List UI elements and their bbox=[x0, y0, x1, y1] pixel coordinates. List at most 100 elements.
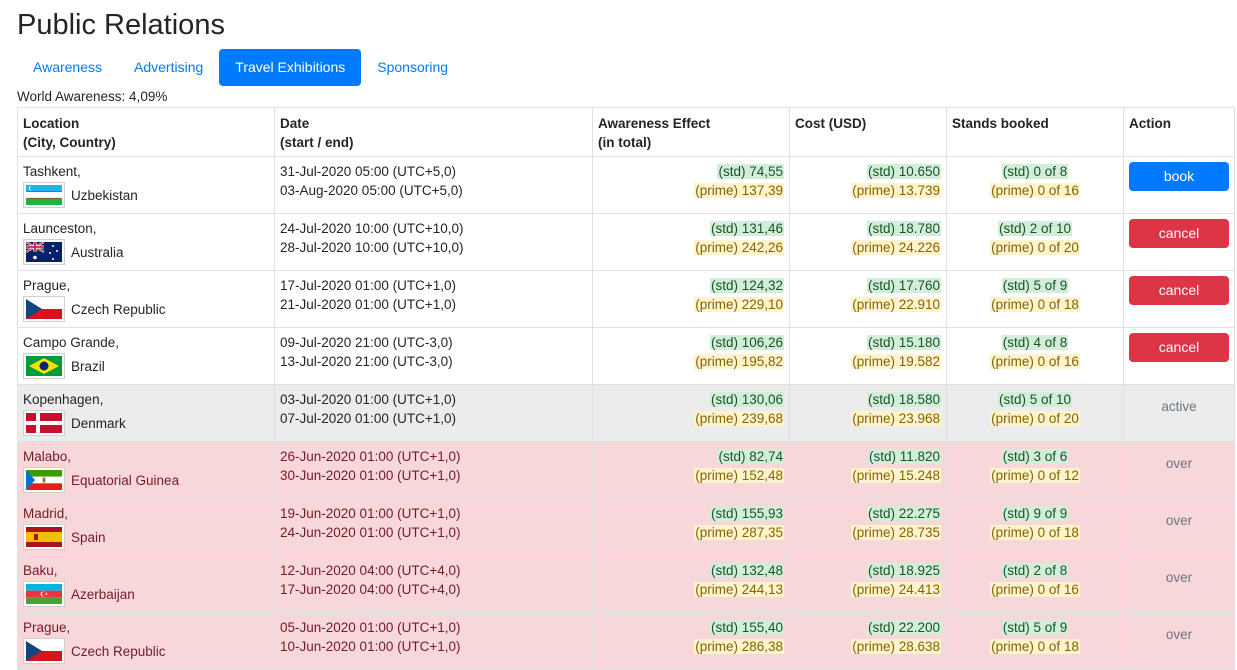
cost-cell: (std) 18.925 (prime) 24.413 bbox=[789, 555, 947, 613]
stands-prime-value: (prime) 0 of 20 bbox=[990, 411, 1080, 426]
city-name: Campo Grande, bbox=[23, 335, 120, 350]
effect-prime-value: (prime) 242,26 bbox=[694, 240, 784, 255]
country-line: Australia bbox=[23, 239, 269, 265]
stands-prime-value: (prime) 0 of 20 bbox=[990, 240, 1080, 255]
location-cell: Launceston, Australia bbox=[17, 213, 275, 271]
date-cell: 03-Jul-2020 01:00 (UTC+1,0) 07-Jul-2020 0… bbox=[274, 384, 593, 442]
header-action: Action bbox=[1123, 107, 1235, 157]
awareness-effect-cell: (std) 124,32 (prime) 229,10 bbox=[592, 270, 790, 328]
location-cell: Prague, Czech Republic bbox=[17, 612, 275, 670]
city-name: Malabo, bbox=[23, 449, 72, 464]
cost-prime-value: (prime) 24.413 bbox=[851, 582, 941, 597]
effect-prime-value: (prime) 152,48 bbox=[694, 468, 784, 483]
cancel-button[interactable]: cancel bbox=[1129, 276, 1229, 305]
start-date: 24-Jul-2020 10:00 (UTC+10,0) bbox=[280, 221, 464, 236]
awareness-effect-cell: (std) 131,46 (prime) 242,26 bbox=[592, 213, 790, 271]
date-cell: 24-Jul-2020 10:00 (UTC+10,0) 28-Jul-2020 … bbox=[274, 213, 593, 271]
stands-cell: (std) 5 of 9 (prime) 0 of 18 bbox=[946, 270, 1124, 328]
country-name: Brazil bbox=[71, 358, 105, 374]
tab-awareness[interactable]: Awareness bbox=[33, 59, 103, 75]
stands-std-value: (std) 5 of 9 bbox=[1001, 278, 1069, 293]
table-body: Tashkent, Uzbekistan 31-Jul-2020 05:00 (UT… bbox=[17, 156, 1235, 670]
table-header-row: Location (City, Country) Date (start / e… bbox=[17, 107, 1235, 157]
uzbekistan-flag-icon bbox=[23, 182, 65, 208]
end-date: 13-Jul-2020 21:00 (UTC-3,0) bbox=[280, 354, 453, 369]
table-row: Kopenhagen, Denmark 03-Jul-2020 01:00 (UTC… bbox=[17, 384, 1235, 442]
country-line: Czech Republic bbox=[23, 638, 269, 664]
book-button[interactable]: book bbox=[1129, 162, 1229, 191]
cancel-button[interactable]: cancel bbox=[1129, 219, 1229, 248]
cost-prime-value: (prime) 22.910 bbox=[851, 297, 941, 312]
effect-std-value: (std) 131,46 bbox=[709, 221, 784, 236]
action-cell: over bbox=[1123, 555, 1235, 613]
start-date: 12-Jun-2020 04:00 (UTC+4,0) bbox=[280, 563, 461, 578]
effect-std-value: (std) 82,74 bbox=[717, 449, 784, 464]
cancel-button[interactable]: cancel bbox=[1129, 333, 1229, 362]
start-date: 09-Jul-2020 21:00 (UTC-3,0) bbox=[280, 335, 453, 350]
country-line: Brazil bbox=[23, 353, 269, 379]
start-date: 17-Jul-2020 01:00 (UTC+1,0) bbox=[280, 278, 456, 293]
cost-cell: (std) 22.200 (prime) 28.638 bbox=[789, 612, 947, 670]
effect-prime-value: (prime) 239,68 bbox=[694, 411, 784, 426]
location-cell: Kopenhagen, Denmark bbox=[17, 384, 275, 442]
effect-std-value: (std) 155,40 bbox=[709, 620, 784, 635]
tab-advertising[interactable]: Advertising bbox=[134, 59, 204, 75]
action-cell: active bbox=[1123, 384, 1235, 442]
cost-std-value: (std) 15.180 bbox=[866, 335, 941, 350]
stands-cell: (std) 4 of 8 (prime) 0 of 16 bbox=[946, 327, 1124, 385]
tab-travel-exhibitions[interactable]: Travel Exhibitions bbox=[219, 49, 362, 86]
effect-std-value: (std) 124,32 bbox=[709, 278, 784, 293]
end-date: 17-Jun-2020 04:00 (UTC+4,0) bbox=[280, 582, 461, 597]
country-line: Spain bbox=[23, 524, 269, 550]
date-cell: 12-Jun-2020 04:00 (UTC+4,0) 17-Jun-2020 0… bbox=[274, 555, 593, 613]
city-name: Kopenhagen, bbox=[23, 392, 104, 407]
stands-prime-value: (prime) 0 of 18 bbox=[990, 525, 1080, 540]
awareness-effect-cell: (std) 82,74 (prime) 152,48 bbox=[592, 441, 790, 499]
action-cell: cancel bbox=[1123, 327, 1235, 385]
cost-std-value: (std) 11.820 bbox=[867, 449, 941, 464]
city-name: Launceston, bbox=[23, 221, 97, 236]
city-name: Baku, bbox=[23, 563, 58, 578]
end-date: 03-Aug-2020 05:00 (UTC+5,0) bbox=[280, 183, 463, 198]
status-text: active bbox=[1161, 399, 1197, 414]
start-date: 03-Jul-2020 01:00 (UTC+1,0) bbox=[280, 392, 456, 407]
awareness-effect-cell: (std) 132,48 (prime) 244,13 bbox=[592, 555, 790, 613]
cost-prime-value: (prime) 13.739 bbox=[851, 183, 941, 198]
table-row: Baku, Azerbaijan 12-Jun-2020 04:00 (UTC+4,… bbox=[17, 555, 1235, 613]
cost-cell: (std) 17.760 (prime) 22.910 bbox=[789, 270, 947, 328]
header-location-sub: (City, Country) bbox=[23, 135, 116, 150]
exhibitions-table: Location (City, Country) Date (start / e… bbox=[17, 107, 1235, 670]
equatorial-guinea-flag-icon bbox=[23, 467, 65, 493]
date-cell: 09-Jul-2020 21:00 (UTC-3,0) 13-Jul-2020 2… bbox=[274, 327, 593, 385]
end-date: 28-Jul-2020 10:00 (UTC+10,0) bbox=[280, 240, 464, 255]
country-line: Equatorial Guinea bbox=[23, 467, 269, 493]
end-date: 21-Jul-2020 01:00 (UTC+1,0) bbox=[280, 297, 456, 312]
cost-cell: (std) 18.580 (prime) 23.968 bbox=[789, 384, 947, 442]
start-date: 05-Jun-2020 01:00 (UTC+1,0) bbox=[280, 620, 461, 635]
location-cell: Madrid, Spain bbox=[17, 498, 275, 556]
effect-std-value: (std) 74,55 bbox=[717, 164, 784, 179]
start-date: 19-Jun-2020 01:00 (UTC+1,0) bbox=[280, 506, 461, 521]
awareness-effect-cell: (std) 155,40 (prime) 286,38 bbox=[592, 612, 790, 670]
table-row: Prague, Czech Republic 17-Jul-2020 01:00 (… bbox=[17, 270, 1235, 328]
stands-prime-value: (prime) 0 of 16 bbox=[990, 354, 1080, 369]
country-name: Australia bbox=[71, 244, 124, 260]
date-cell: 26-Jun-2020 01:00 (UTC+1,0) 30-Jun-2020 0… bbox=[274, 441, 593, 499]
tab-sponsoring[interactable]: Sponsoring bbox=[377, 59, 449, 75]
table-row: Launceston, Australia 24-Jul-2020 10:00 (U… bbox=[17, 213, 1235, 271]
status-text: over bbox=[1165, 627, 1193, 642]
location-cell: Tashkent, Uzbekistan bbox=[17, 156, 275, 214]
stands-cell: (std) 2 of 8 (prime) 0 of 16 bbox=[946, 555, 1124, 613]
table-row: Prague, Czech Republic 05-Jun-2020 01:00 (… bbox=[17, 612, 1235, 670]
end-date: 10-Jun-2020 01:00 (UTC+1,0) bbox=[280, 639, 461, 654]
stands-cell: (std) 5 of 9 (prime) 0 of 18 bbox=[946, 612, 1124, 670]
azerbaijan-flag-icon bbox=[23, 581, 65, 607]
date-cell: 31-Jul-2020 05:00 (UTC+5,0) 03-Aug-2020 0… bbox=[274, 156, 593, 214]
header-location-title: Location bbox=[23, 116, 80, 131]
city-name: Madrid, bbox=[23, 506, 69, 521]
header-date-sub: (start / end) bbox=[280, 135, 354, 150]
effect-prime-value: (prime) 244,13 bbox=[694, 582, 784, 597]
status-text: over bbox=[1165, 570, 1193, 585]
page-title: Public Relations bbox=[17, 9, 225, 41]
